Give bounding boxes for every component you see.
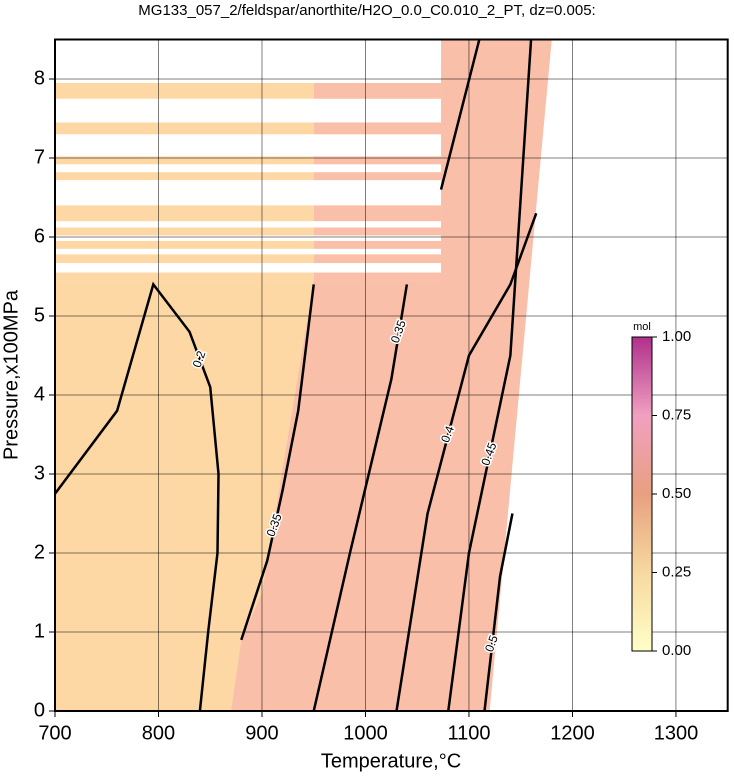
- colorbar-tick-label: 0.50: [662, 485, 691, 502]
- band: [55, 172, 314, 181]
- band: [55, 240, 314, 249]
- filled-region: [55, 280, 314, 711]
- band: [313, 240, 442, 249]
- band: [313, 227, 442, 236]
- colorbar-tick-label: 0.75: [662, 406, 691, 423]
- contour-line: [240, 284, 315, 641]
- band: [55, 272, 314, 281]
- contour-line: [53, 281, 220, 712]
- colorbar-tick-label: 0.00: [662, 642, 691, 659]
- band: [55, 227, 314, 236]
- x-tick-label: 900: [245, 722, 278, 744]
- y-tick-label: 3: [34, 462, 45, 484]
- band: [313, 205, 442, 222]
- colorbar-tick-label: 1.00: [662, 328, 691, 345]
- band: [313, 122, 442, 135]
- band: [313, 272, 442, 281]
- band: [313, 156, 442, 165]
- band: [313, 82, 442, 99]
- y-tick-label: 4: [34, 383, 45, 405]
- x-tick-label: 1300: [654, 722, 699, 744]
- y-tick-label: 1: [34, 620, 45, 642]
- y-tick-label: 7: [34, 146, 45, 168]
- y-tick-label: 8: [34, 67, 45, 89]
- y-tick-label: 5: [34, 304, 45, 326]
- band: [55, 122, 314, 135]
- colorbar: [631, 336, 653, 652]
- plot-frame: [54, 38, 729, 712]
- band: [313, 254, 442, 264]
- x-tick-label: 1200: [550, 722, 595, 744]
- y-axis-label: Pressure,x100MPa: [0, 289, 22, 460]
- band: [55, 82, 314, 99]
- contour-line: [483, 513, 514, 712]
- x-tick-label: 1000: [343, 722, 388, 744]
- band: [55, 156, 314, 165]
- colorbar-label: mol: [633, 321, 651, 333]
- y-tick-label: 2: [34, 541, 45, 563]
- contour-label: 0.2: [190, 349, 209, 370]
- y-tick-label: 6: [34, 225, 45, 247]
- band: [55, 205, 314, 222]
- band: [55, 254, 314, 264]
- band: [313, 172, 442, 181]
- x-axis-label: Temperature,°C: [321, 750, 461, 772]
- chart-title: MG133_057_2/feldspar/anorthite/H2O_0.0_C…: [138, 2, 595, 19]
- y-tick-label: 0: [34, 699, 45, 721]
- x-tick-label: 800: [142, 722, 175, 744]
- x-tick-label: 700: [38, 722, 71, 744]
- colorbar-tick-label: 0.25: [662, 563, 691, 580]
- x-tick-label: 1100: [447, 722, 490, 744]
